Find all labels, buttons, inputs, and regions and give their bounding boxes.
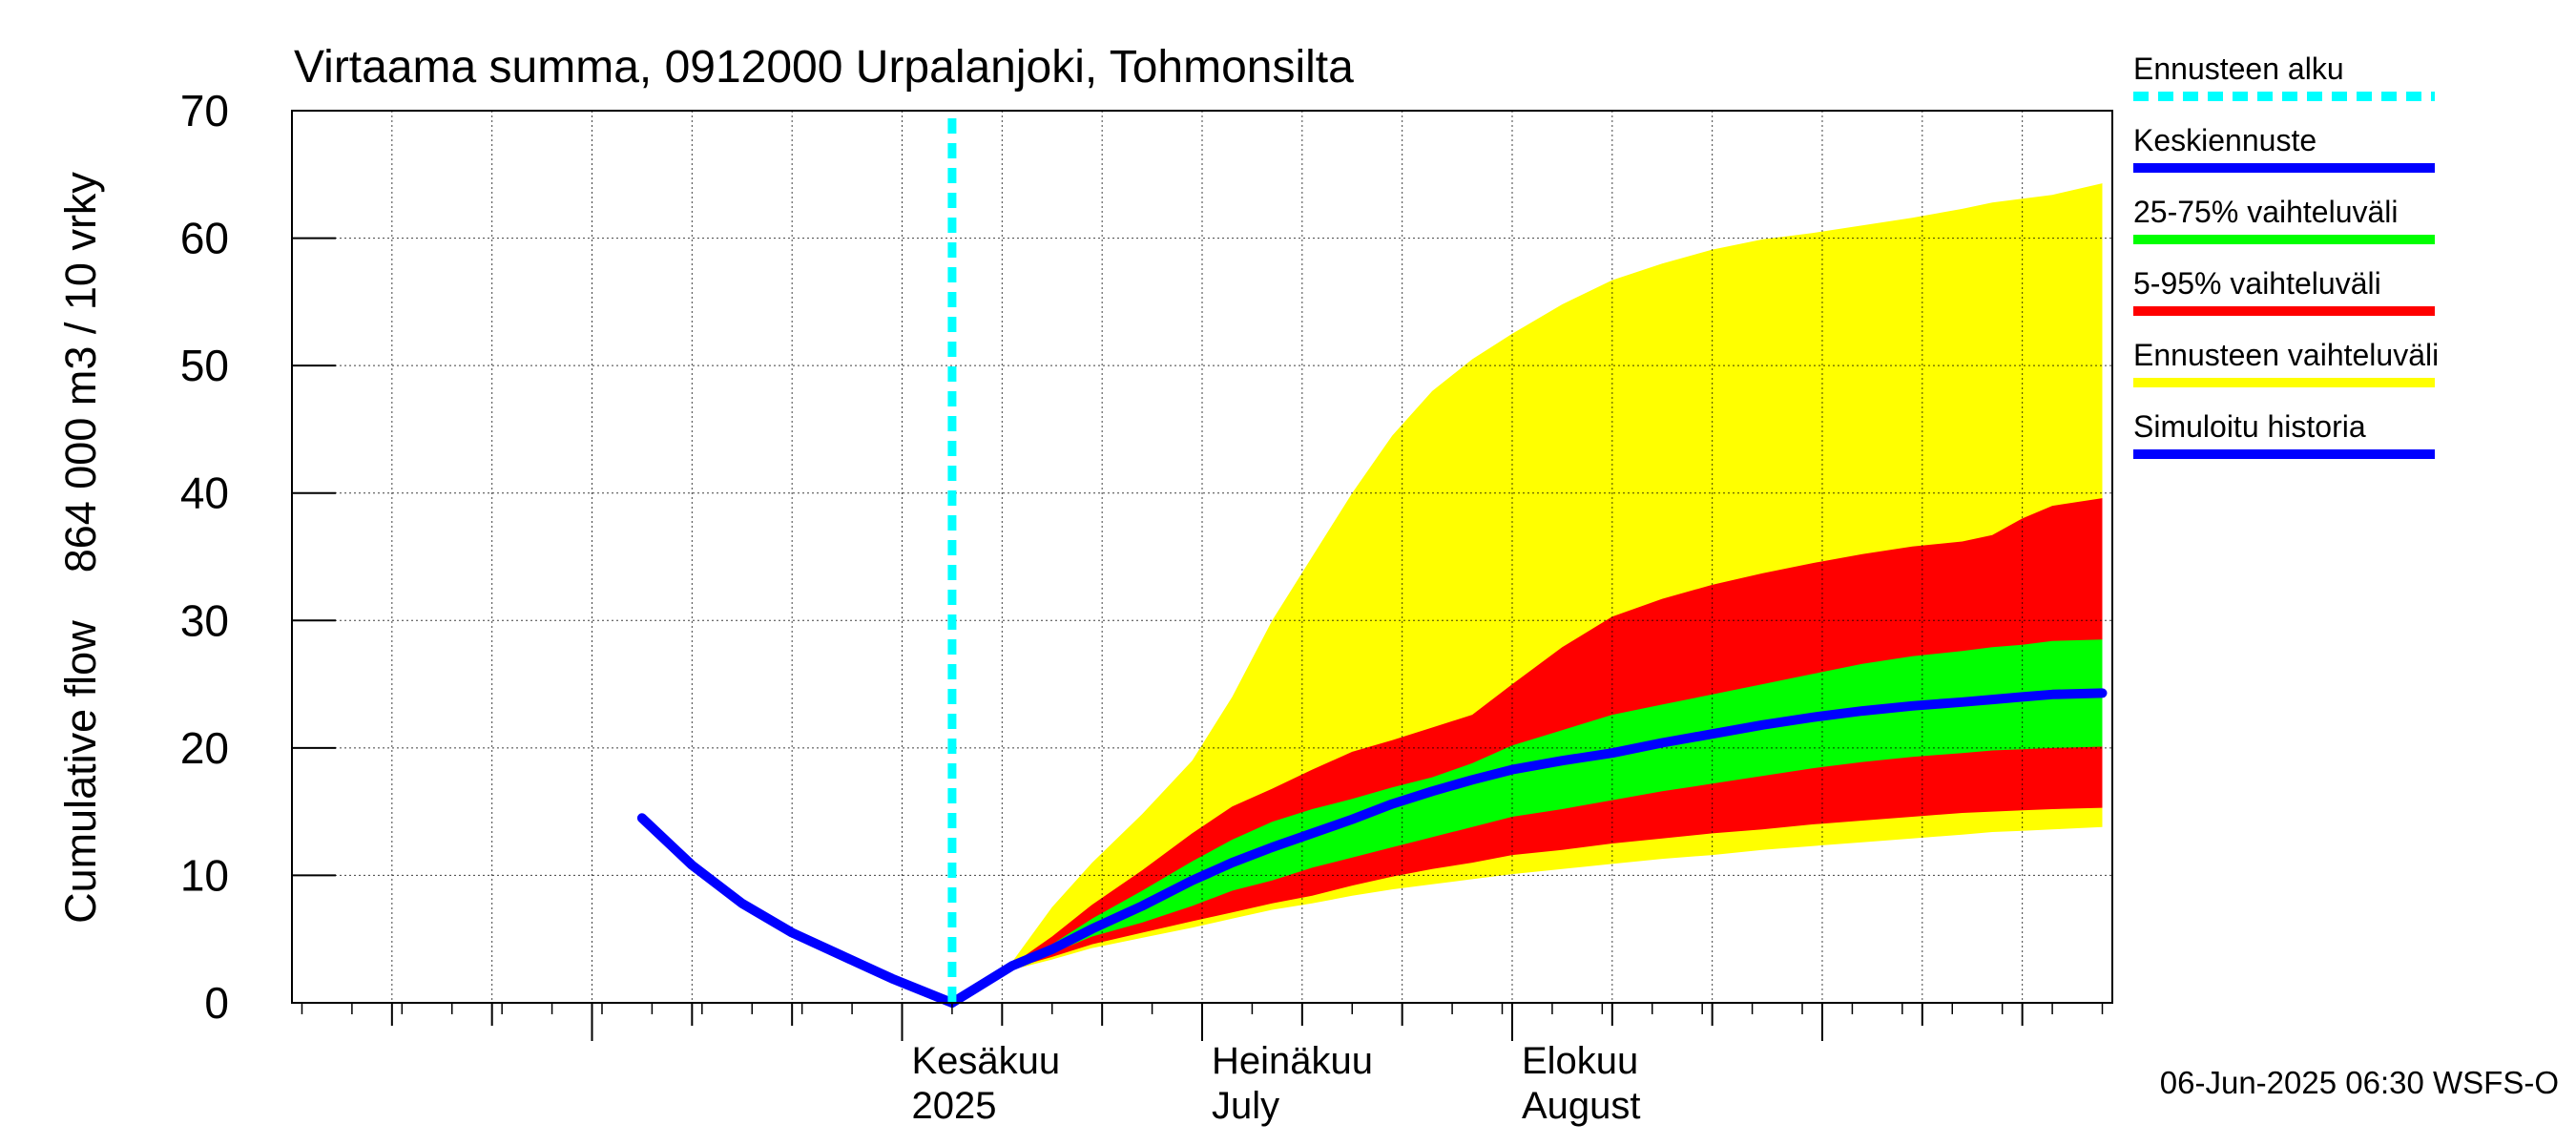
month-label: Kesäkuu — [911, 1040, 1060, 1082]
y-axis-label: Cumulative flow 864 000 m3 / 10 vrky — [56, 172, 105, 924]
grid-lines — [292, 111, 2112, 1003]
y-tick-label: 50 — [180, 341, 229, 390]
legend-label: 25-75% vaihteluväli — [2133, 195, 2399, 229]
x-axis — [301, 1003, 2104, 1041]
month-sublabel: August — [1522, 1085, 1641, 1127]
median-line — [946, 688, 2108, 1008]
y-axis: 0 10 20 30 40 50 60 70 — [180, 86, 336, 1028]
y-tick-label: 30 — [180, 595, 229, 645]
legend-label: 5-95% vaihteluväli — [2133, 266, 2381, 301]
month-sublabel: 2025 — [911, 1085, 996, 1127]
plot-area — [291, 110, 2113, 1008]
legend-label: Keskiennuste — [2133, 123, 2316, 157]
legend: Ennusteen alku Keskiennuste 25-75% vaihtel… — [2133, 52, 2439, 459]
y-tick-label: 70 — [180, 86, 229, 135]
y-tick-label: 0 — [204, 978, 229, 1028]
chart-title: Virtaama summa, 0912000 Urpalanjoki, Toh… — [294, 42, 1354, 93]
history-line — [636, 813, 957, 1008]
series-lines — [636, 118, 2108, 1008]
y-tick-label: 60 — [180, 214, 229, 263]
y-tick-label: 10 — [180, 850, 229, 900]
month-sublabel: July — [1212, 1085, 1279, 1127]
legend-label: Ennusteen vaihteluväli — [2133, 338, 2439, 372]
legend-label: Simuloitu historia — [2133, 409, 2366, 444]
legend-label: Ennusteen alku — [2133, 52, 2344, 86]
forecast-bands — [951, 183, 2103, 1004]
month-label: Elokuu — [1522, 1040, 1638, 1082]
footer-timestamp: 06-Jun-2025 06:30 WSFS-O — [2160, 1065, 2559, 1100]
y-tick-label: 40 — [180, 468, 229, 518]
month-label: Heinäkuu — [1212, 1040, 1373, 1082]
band-25-75 — [951, 639, 2103, 1003]
y-tick-label: 20 — [180, 723, 229, 773]
